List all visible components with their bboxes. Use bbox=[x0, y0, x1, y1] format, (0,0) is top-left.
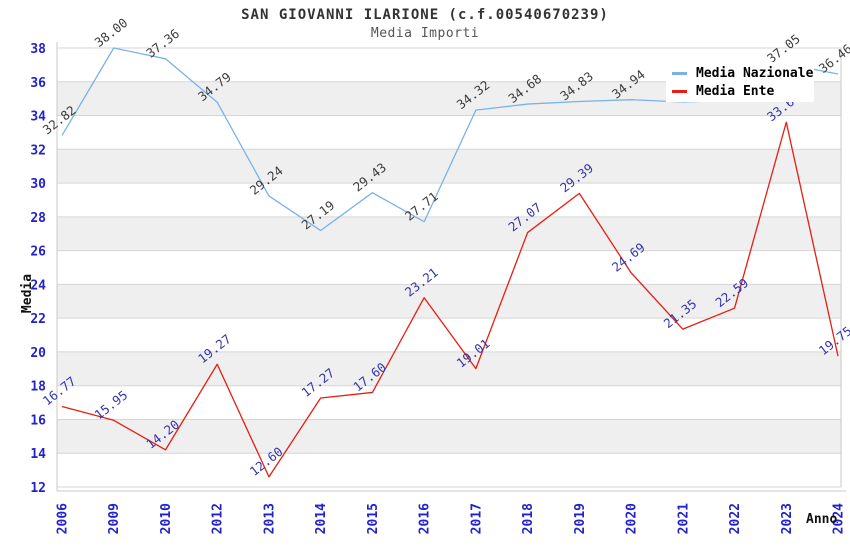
x-tick-label: 2013 bbox=[262, 503, 277, 534]
legend-label-media-ente: Media Ente bbox=[696, 83, 775, 99]
x-axis-title: Anno bbox=[806, 512, 838, 527]
legend: Media Nazionale Media Ente bbox=[666, 62, 814, 102]
x-tick-label: 2023 bbox=[780, 503, 795, 534]
x-tick-label: 2015 bbox=[366, 503, 381, 534]
plot-band bbox=[57, 351, 841, 386]
legend-swatch-media-nazionale bbox=[672, 71, 687, 75]
x-tick-label: 2021 bbox=[676, 503, 691, 534]
y-tick-label: 16 bbox=[30, 413, 46, 428]
x-tick-label: 2019 bbox=[573, 503, 588, 534]
x-tick-label: 2018 bbox=[521, 503, 536, 534]
legend-label-media-nazionale: Media Nazionale bbox=[696, 65, 814, 81]
series-line-media-ente bbox=[61, 121, 839, 478]
plot-band bbox=[57, 149, 841, 184]
plot-band bbox=[57, 250, 841, 285]
y-tick-label: 32 bbox=[30, 143, 46, 158]
x-tick-label: 2014 bbox=[314, 503, 329, 534]
plot-band bbox=[57, 419, 841, 454]
x-tick-label: 2016 bbox=[418, 503, 433, 534]
y-tick-label: 36 bbox=[30, 76, 46, 91]
legend-item-media-ente: Media Ente bbox=[672, 82, 814, 100]
x-tick-label: 2024 bbox=[832, 503, 847, 534]
legend-swatch-media-ente bbox=[672, 89, 687, 93]
x-tick-label: 2020 bbox=[625, 503, 640, 534]
x-tick-label: 2017 bbox=[469, 503, 484, 534]
y-tick-label: 20 bbox=[30, 346, 46, 361]
y-tick-label: 14 bbox=[30, 447, 46, 462]
x-tick-label: 2010 bbox=[159, 503, 174, 534]
y-tick-label: 12 bbox=[30, 481, 46, 496]
plot-band bbox=[57, 183, 841, 217]
x-tick-label: 2012 bbox=[211, 503, 226, 534]
y-tick-label: 30 bbox=[30, 177, 46, 192]
legend-item-media-nazionale: Media Nazionale bbox=[672, 64, 814, 82]
x-tick-label: 2006 bbox=[56, 503, 71, 534]
y-tick-label: 28 bbox=[30, 211, 46, 226]
y-tick-label: 24 bbox=[30, 278, 46, 293]
y-tick-label: 26 bbox=[30, 245, 46, 260]
x-tick-label: 2022 bbox=[728, 503, 743, 534]
chart-title: SAN GIOVANNI ILARIONE (c.f.00540670239) bbox=[241, 7, 609, 23]
plot-band bbox=[57, 385, 841, 420]
plot-band bbox=[57, 216, 841, 251]
y-axis-title: Media bbox=[20, 273, 36, 314]
plot-band bbox=[57, 115, 841, 150]
x-tick-label: 2009 bbox=[107, 503, 122, 534]
plot-band bbox=[57, 453, 841, 487]
y-tick-label: 38 bbox=[30, 42, 46, 57]
y-tick-label: 34 bbox=[30, 110, 46, 125]
plot-band bbox=[57, 284, 841, 319]
y-tick-label: 18 bbox=[30, 380, 46, 395]
chart-subtitle: Media Importi bbox=[370, 26, 480, 41]
plot-band bbox=[57, 318, 841, 352]
y-tick-label: 22 bbox=[30, 312, 46, 327]
